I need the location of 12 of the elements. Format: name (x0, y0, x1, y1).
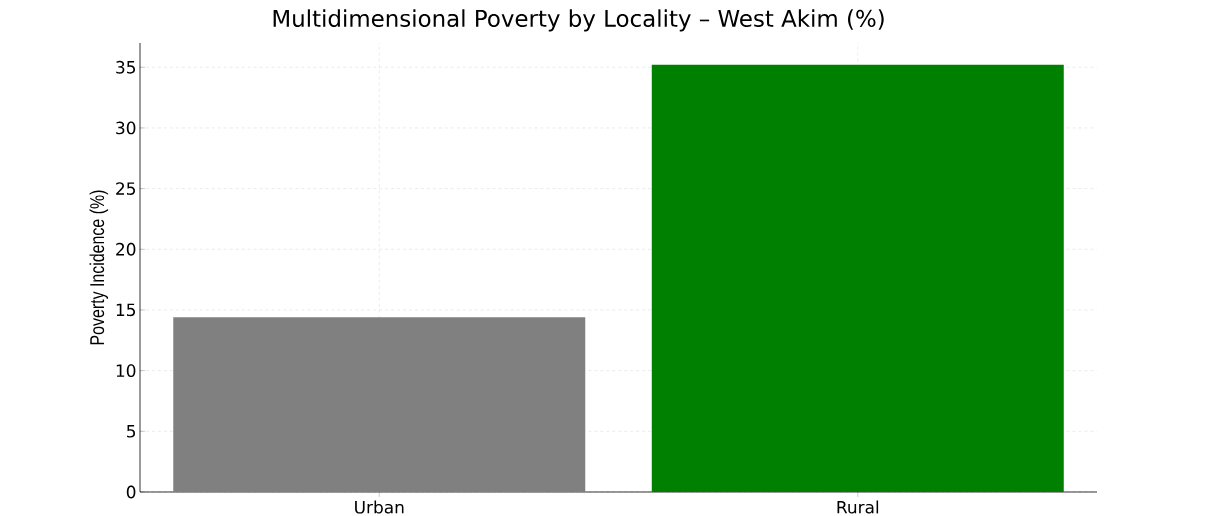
y-tick-label: 35 (116, 60, 136, 74)
y-tick-label: 20 (116, 242, 136, 256)
y-tick-label: 25 (116, 182, 136, 196)
chart-title: Multidimensional Poverty by Locality – West Akim (%) (273, 9, 884, 32)
y-tick-label: 0 (126, 485, 136, 499)
x-tick-label: Rural (837, 500, 879, 514)
y-tick-label: 10 (116, 364, 136, 378)
y-axis-title: Poverty Incidence (%) (89, 190, 109, 345)
y-tick-label: 30 (116, 121, 136, 135)
y-tick-label: 15 (116, 303, 136, 317)
y-tick-label: 5 (127, 425, 136, 438)
x-tick-label: Urban (355, 500, 404, 514)
